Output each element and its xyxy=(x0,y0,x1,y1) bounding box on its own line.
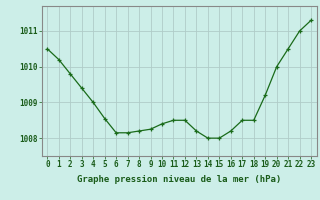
X-axis label: Graphe pression niveau de la mer (hPa): Graphe pression niveau de la mer (hPa) xyxy=(77,175,281,184)
